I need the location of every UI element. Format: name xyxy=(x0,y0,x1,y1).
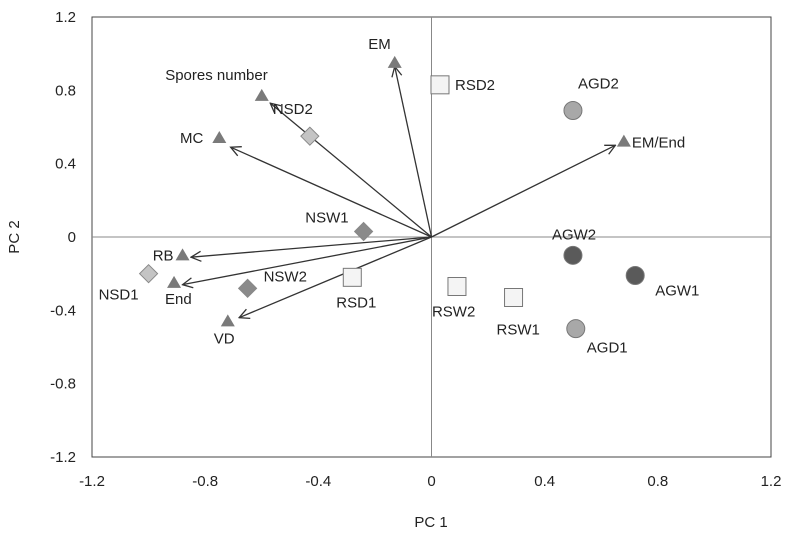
y-tick-label: -0.4 xyxy=(50,302,76,319)
point-label-nsd2: NSD2 xyxy=(273,101,313,118)
point-label-spores-number: Spores number xyxy=(165,67,268,84)
x-tick-label: 0.8 xyxy=(647,473,668,490)
point-triangle-vd xyxy=(220,314,235,327)
point-label-agw2: AGW2 xyxy=(552,226,596,243)
vector-end xyxy=(183,236,432,285)
x-tick-label: -0.4 xyxy=(305,473,331,490)
vector-vd xyxy=(239,236,432,318)
vector-em-end xyxy=(431,145,616,238)
point-square-rsw2 xyxy=(447,277,467,296)
y-tick-label: -1.2 xyxy=(50,449,76,466)
data-points: EM Spores number MC EM/End RB End VD NSD2 NSW1 NS… xyxy=(99,36,700,357)
loading-vectors xyxy=(183,67,616,318)
x-tick-label: 0.4 xyxy=(534,473,555,490)
point-square-rsd2 xyxy=(430,75,450,95)
point-diamond-nsw1 xyxy=(353,221,374,242)
point-triangle-em-end xyxy=(616,134,631,147)
point-diamond-nsw2 xyxy=(237,278,258,299)
point-label-vd: VD xyxy=(214,330,235,347)
vector-spores-number xyxy=(270,103,432,238)
vector-em xyxy=(395,67,433,238)
point-triangle-spores-number xyxy=(254,88,269,101)
point-triangle-mc xyxy=(212,131,227,143)
point-circle-agw2 xyxy=(563,245,583,265)
y-tick-label: 0.8 xyxy=(55,82,76,99)
point-label-rb: RB xyxy=(153,247,174,264)
y-tick-label: -0.8 xyxy=(50,376,76,393)
point-label-nsw1: NSW1 xyxy=(305,210,348,227)
axis-ticks: -1.2 -0.8 -0.4 0 0.4 0.8 1.2 -1.2 -0.8 -0.4 0 0.4 0.… xyxy=(50,9,781,490)
x-tick-label: 1.2 xyxy=(761,473,782,490)
point-label-agd1: AGD1 xyxy=(587,340,628,357)
y-tick-label: 1.2 xyxy=(55,9,76,26)
x-axis-title: PC 1 xyxy=(414,514,447,531)
point-label-rsw1: RSW1 xyxy=(497,322,540,339)
point-label-end: End xyxy=(165,291,192,308)
y-tick-label: 0 xyxy=(68,229,76,246)
point-diamond-nsd2 xyxy=(300,126,320,146)
point-circle-agd1 xyxy=(566,319,586,339)
vector-rb xyxy=(191,236,432,257)
point-square-rsw1 xyxy=(504,288,524,307)
point-circle-agd2 xyxy=(563,101,583,120)
vector-mc xyxy=(231,147,432,238)
point-label-em-end: EM/End xyxy=(632,135,685,152)
point-label-em: EM xyxy=(368,36,391,53)
point-triangle-rb xyxy=(175,248,190,261)
point-label-agw1: AGW1 xyxy=(655,283,699,300)
y-tick-label: 0.4 xyxy=(55,156,76,173)
point-label-agd2: AGD2 xyxy=(578,76,619,93)
point-label-nsd1: NSD1 xyxy=(99,287,139,304)
point-circle-agw1 xyxy=(625,266,645,285)
x-tick-label: 0 xyxy=(427,473,435,490)
point-square-rsd1 xyxy=(342,267,362,287)
point-label-rsd1: RSD1 xyxy=(336,294,376,311)
point-label-nsw2: NSW2 xyxy=(264,268,307,285)
x-tick-label: -0.8 xyxy=(192,473,218,490)
point-label-mc: MC xyxy=(180,130,203,147)
point-label-rsd2: RSD2 xyxy=(455,77,495,94)
x-tick-label: -1.2 xyxy=(79,473,105,490)
point-triangle-end xyxy=(167,275,182,288)
point-triangle-em xyxy=(387,55,402,68)
y-axis-title: PC 2 xyxy=(6,220,23,253)
point-label-rsw2: RSW2 xyxy=(432,304,475,321)
point-diamond-nsd1 xyxy=(138,263,159,284)
